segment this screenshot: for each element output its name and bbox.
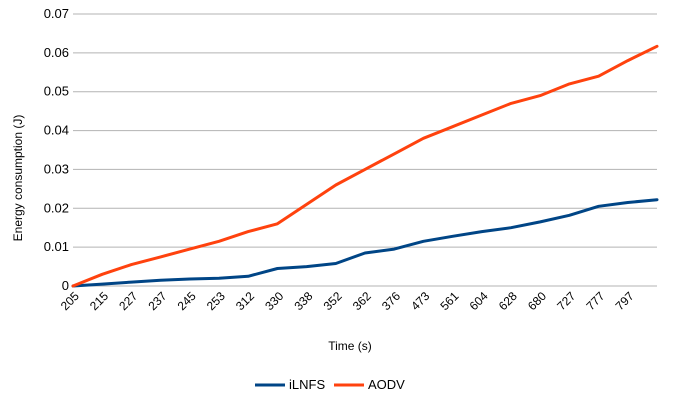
y-tick-label: 0 — [62, 278, 69, 293]
y-tick-label: 0.05 — [44, 84, 69, 99]
x-tick-label: 245 — [175, 289, 199, 313]
x-tick-label: 797 — [613, 289, 637, 313]
series-line-aodv — [71, 44, 659, 288]
x-tick-label: 312 — [233, 289, 257, 313]
y-tick-label: 0.02 — [44, 200, 69, 215]
y-tick-label: 0.01 — [44, 239, 69, 254]
x-tick-label: 376 — [379, 289, 403, 313]
x-tick-label: 727 — [554, 289, 578, 313]
legend-label-ilnfs: iLNFS — [289, 377, 325, 392]
y-axis-title: Energy consumption (J) — [11, 115, 25, 242]
x-tick-label: 237 — [145, 289, 169, 313]
legend: iLNFS AODV — [255, 377, 405, 392]
x-axis-ticks: 205 215 227 237 245 253 312 330 338 352 362 376 473 5… — [58, 289, 637, 313]
x-tick-label: 362 — [350, 289, 374, 313]
y-tick-label: 0.03 — [44, 161, 69, 176]
x-tick-label: 473 — [408, 289, 432, 313]
series-lines — [71, 44, 659, 288]
x-tick-label: 338 — [291, 289, 315, 313]
x-tick-label: 330 — [262, 289, 286, 313]
x-tick-label: 253 — [204, 289, 228, 313]
x-tick-label: 777 — [583, 289, 607, 313]
y-tick-label: 0.04 — [44, 123, 69, 138]
x-tick-label: 680 — [525, 289, 549, 313]
x-tick-label: 561 — [437, 289, 461, 313]
x-axis-title: Time (s) — [328, 339, 372, 353]
series-line-ilnfs — [71, 198, 659, 288]
x-tick-label: 227 — [116, 289, 140, 313]
grid-lines — [73, 13, 657, 287]
x-tick-label: 215 — [87, 289, 111, 313]
x-tick-label: 352 — [321, 289, 345, 313]
y-tick-label: 0.07 — [44, 6, 69, 21]
y-axis-ticks: 0 0.01 0.02 0.03 0.04 0.05 0.06 0.07 — [44, 6, 69, 293]
x-tick-label: 628 — [496, 289, 520, 313]
x-tick-label: 604 — [467, 289, 491, 313]
legend-label-aodv: AODV — [368, 377, 405, 392]
y-tick-label: 0.06 — [44, 45, 69, 60]
